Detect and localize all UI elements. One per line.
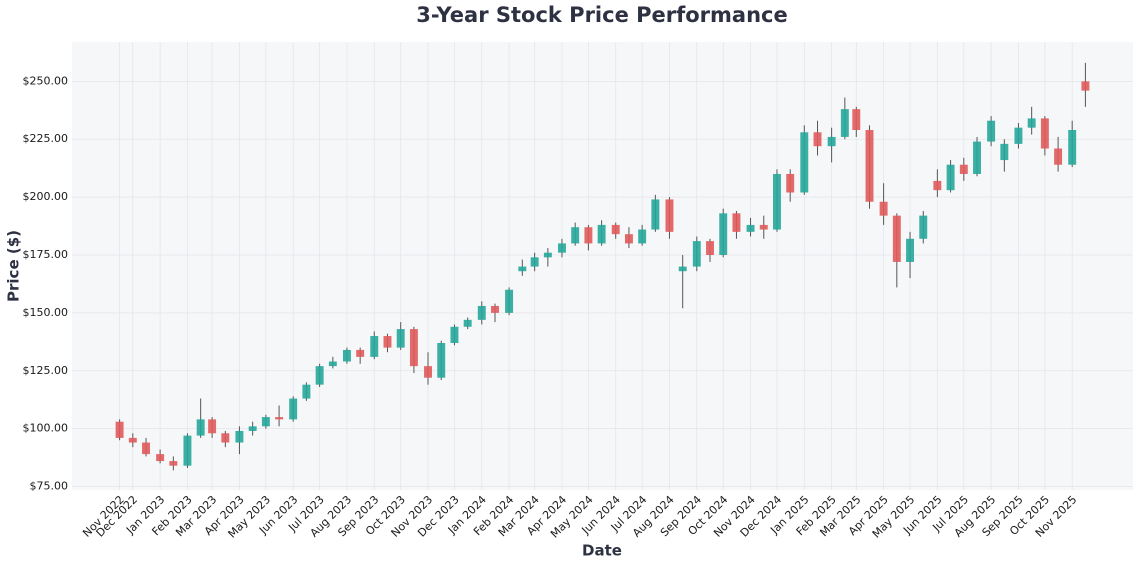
candle-body xyxy=(719,213,728,256)
candle-body xyxy=(665,199,674,232)
candle-body xyxy=(424,366,432,378)
candle-body xyxy=(463,319,472,327)
candle-body xyxy=(128,437,137,443)
candle-body xyxy=(477,305,486,320)
candle-body xyxy=(543,252,552,258)
candle-body xyxy=(759,224,768,230)
candle-body xyxy=(328,361,337,367)
candle-body xyxy=(813,132,822,147)
candle-body xyxy=(786,173,795,193)
candle-body xyxy=(1000,143,1009,161)
candle-body xyxy=(840,109,849,137)
candle-body xyxy=(396,329,405,348)
candle-body xyxy=(584,227,593,244)
candle-body xyxy=(773,173,781,230)
candle-body xyxy=(248,426,257,431)
candle-body xyxy=(800,132,809,193)
candle-body xyxy=(235,430,244,443)
candle-body xyxy=(732,213,741,232)
candle-body xyxy=(571,227,580,244)
candle-body xyxy=(611,224,620,235)
candle-body xyxy=(491,305,499,313)
candle-body xyxy=(450,326,459,343)
y-tick-label: $75.00 xyxy=(30,480,69,493)
candle-body xyxy=(678,266,687,272)
candle-body xyxy=(557,243,566,253)
candle-body xyxy=(987,120,996,142)
candle-body xyxy=(169,461,178,466)
candle-body xyxy=(973,141,981,174)
x-axis-label: Date xyxy=(582,542,622,560)
candle-body xyxy=(315,366,324,385)
candle-body xyxy=(933,180,942,191)
y-tick-label: $175.00 xyxy=(23,248,69,261)
candle-body xyxy=(852,109,861,130)
candle-body xyxy=(651,199,660,230)
y-axis-label: Price ($) xyxy=(5,230,23,302)
candle-body xyxy=(959,164,968,174)
y-tick-label: $100.00 xyxy=(23,422,69,435)
candle-body xyxy=(261,417,270,427)
candle-body xyxy=(1027,118,1036,128)
candle-body xyxy=(1054,148,1063,165)
candle-body xyxy=(906,238,915,262)
candle-body xyxy=(409,329,418,367)
candle-body xyxy=(383,336,392,348)
plot-area xyxy=(72,42,1133,490)
candle-body xyxy=(505,289,514,313)
candle-body xyxy=(1068,129,1077,165)
candle-body xyxy=(597,224,606,244)
candle-body xyxy=(1081,81,1090,91)
candle-body xyxy=(221,433,230,443)
candle-body xyxy=(530,257,539,267)
candle-body xyxy=(302,384,311,399)
y-tick-label: $200.00 xyxy=(23,190,69,203)
candle-body xyxy=(518,266,527,272)
y-tick-label: $150.00 xyxy=(23,306,69,319)
candle-body xyxy=(156,454,165,462)
candle-body xyxy=(196,419,205,436)
candle-body xyxy=(919,215,928,239)
candle-body xyxy=(946,164,955,191)
candle-body xyxy=(183,435,192,466)
y-tick-label: $250.00 xyxy=(23,74,69,87)
candle-body xyxy=(827,136,836,147)
candle-body xyxy=(356,349,365,357)
candle-body xyxy=(624,234,633,244)
y-tick-label: $125.00 xyxy=(23,364,69,377)
candle-body xyxy=(115,421,124,438)
chart-title: 3-Year Stock Price Performance xyxy=(416,3,787,27)
candle-body xyxy=(142,442,150,455)
y-tick-label: $225.00 xyxy=(23,132,69,145)
candle-body xyxy=(275,417,284,420)
candle-body xyxy=(879,201,888,216)
candle-body xyxy=(1040,118,1049,149)
candle-body xyxy=(342,349,351,362)
candle-body xyxy=(706,241,714,256)
candle-body xyxy=(289,398,298,420)
candle-body xyxy=(865,129,874,202)
candle-body xyxy=(437,342,446,378)
candle-body xyxy=(892,215,901,262)
candle-body xyxy=(1014,127,1023,144)
candle-body xyxy=(208,419,217,434)
candle-body xyxy=(692,241,701,267)
candle-body xyxy=(638,229,647,244)
candle-body xyxy=(746,224,755,232)
candle-body xyxy=(370,336,379,357)
